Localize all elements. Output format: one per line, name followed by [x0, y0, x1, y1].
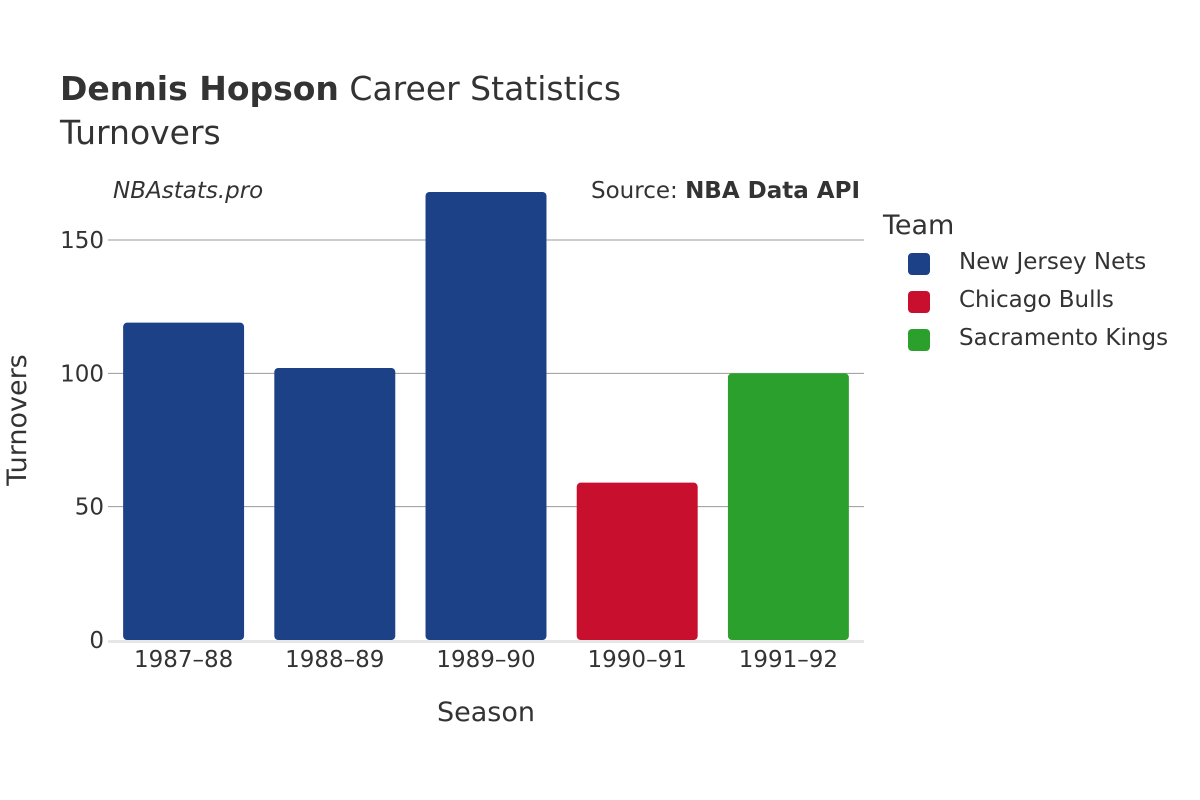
x-tick-label: 1991–92	[739, 647, 838, 673]
player-name: Dennis Hopson	[60, 69, 339, 108]
chart-title: Dennis Hopson Career Statistics	[60, 68, 621, 110]
legend-title: Team	[883, 210, 955, 241]
x-tick-label: 1988–89	[285, 647, 384, 673]
source-prefix: Source:	[591, 178, 686, 204]
bars	[123, 192, 849, 640]
y-tick-label: 150	[60, 228, 104, 254]
bar-1988–89[interactable]	[274, 368, 396, 640]
legend-item[interactable]: Sacramento Kings	[883, 325, 1168, 363]
legend-swatch	[908, 329, 930, 351]
bar-1989–90[interactable]	[425, 192, 547, 640]
bar-1990–91[interactable]	[576, 482, 698, 640]
x-tick-labels: 1987–88 1988–89 1989–90 1990–91 1991–92	[134, 647, 838, 673]
y-tick-label: 0	[89, 628, 104, 654]
legend-item[interactable]: Chicago Bulls	[883, 287, 1114, 325]
chart-subtitle: Turnovers	[60, 113, 221, 152]
y-axis-label: Turnovers	[2, 354, 33, 487]
bar-1991–92[interactable]	[727, 373, 849, 640]
legend-swatch	[908, 291, 930, 313]
x-tick-label: 1989–90	[436, 647, 535, 673]
x-tick-label: 1990–91	[588, 647, 687, 673]
source-name: NBA Data API	[685, 178, 860, 204]
bar-1987–88[interactable]	[123, 322, 245, 640]
title-rest: Career Statistics	[338, 69, 622, 108]
legend-swatch	[908, 253, 930, 275]
legend-label: Sacramento Kings	[959, 325, 1169, 351]
y-tick-labels: 0 50 100 150	[60, 228, 104, 654]
legend-label: New Jersey Nets	[959, 249, 1147, 275]
y-tick-label: 50	[75, 495, 104, 521]
source-note: Source: NBA Data API	[591, 178, 860, 204]
legend-items: New Jersey Nets Chicago Bulls Sacramento K…	[883, 249, 1168, 363]
legend: Team New Jersey Nets Chicago Bulls Sacrame…	[883, 210, 1168, 363]
y-tick-label: 100	[60, 361, 104, 387]
watermark: NBAstats.pro	[113, 178, 264, 204]
legend-label: Chicago Bulls	[959, 287, 1114, 313]
legend-item[interactable]: New Jersey Nets	[883, 249, 1146, 287]
x-axis-label: Season	[437, 697, 535, 728]
x-tick-label: 1987–88	[134, 647, 233, 673]
